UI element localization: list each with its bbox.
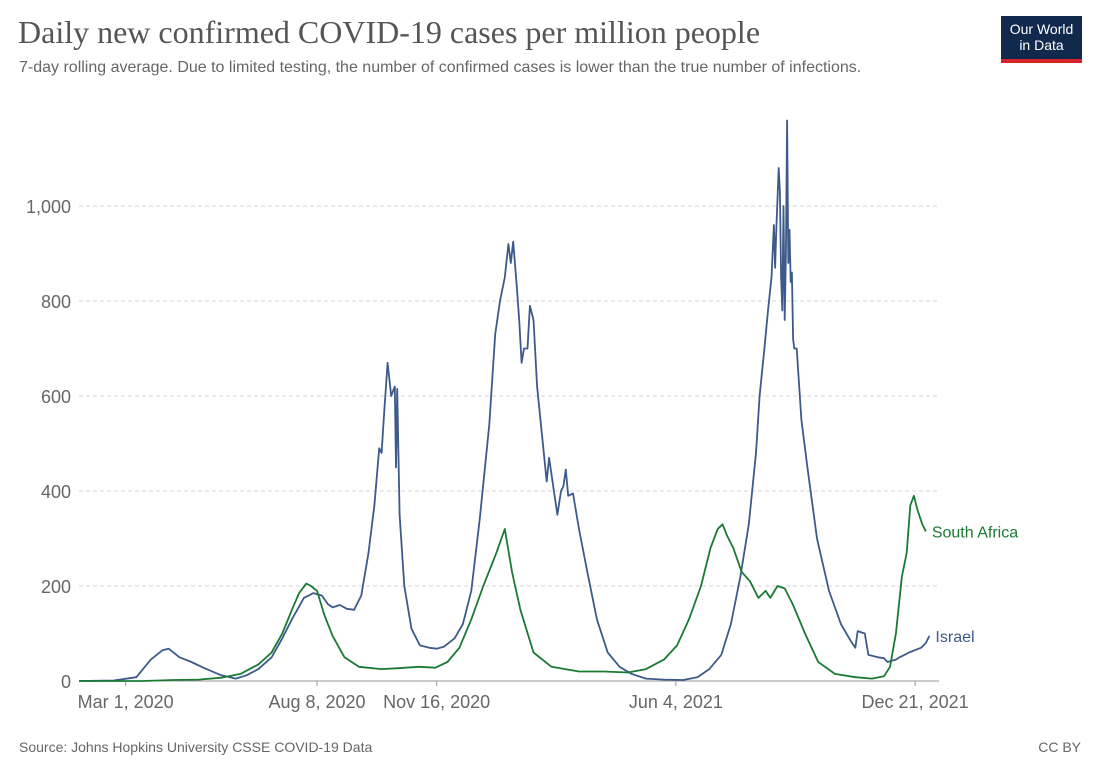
- chart-title: Daily new confirmed COVID-19 cases per m…: [18, 14, 761, 50]
- chart-subtitle: 7-day rolling average. Due to limited te…: [19, 59, 862, 76]
- logo-line-1: Our World: [1009, 21, 1074, 37]
- logo-line-2: in Data: [1019, 37, 1064, 53]
- series-line-south-africa: [79, 494, 927, 682]
- x-tick-label: Aug 8, 2020: [268, 692, 365, 712]
- license-note[interactable]: CC BY: [1038, 739, 1081, 755]
- x-tick-label: Nov 16, 2020: [383, 692, 490, 712]
- x-tick-label: Jun 4, 2021: [629, 692, 723, 712]
- series-line-israel: [78, 119, 931, 682]
- source-note[interactable]: Source: Johns Hopkins University CSSE CO…: [19, 739, 373, 755]
- y-tick-label: 800: [41, 292, 71, 312]
- series-label-israel: Israel: [935, 629, 974, 646]
- x-tick-label: Mar 1, 2020: [78, 692, 174, 712]
- y-tick-label: 0: [61, 672, 71, 692]
- x-tick-label: Dec 21, 2021: [862, 692, 969, 712]
- y-tick-label: 400: [41, 482, 71, 502]
- y-tick-label: 200: [41, 577, 71, 597]
- y-tick-label: 600: [41, 387, 71, 407]
- y-tick-label: 1,000: [26, 197, 71, 217]
- line-chart: 0 200 400 600 800 1,000 Mar 1, 2020 Aug 8, 2020…: [26, 119, 1018, 712]
- our-world-in-data-logo[interactable]: Our World in Data: [1001, 16, 1082, 63]
- series-label-south-africa: South Africa: [932, 524, 1018, 541]
